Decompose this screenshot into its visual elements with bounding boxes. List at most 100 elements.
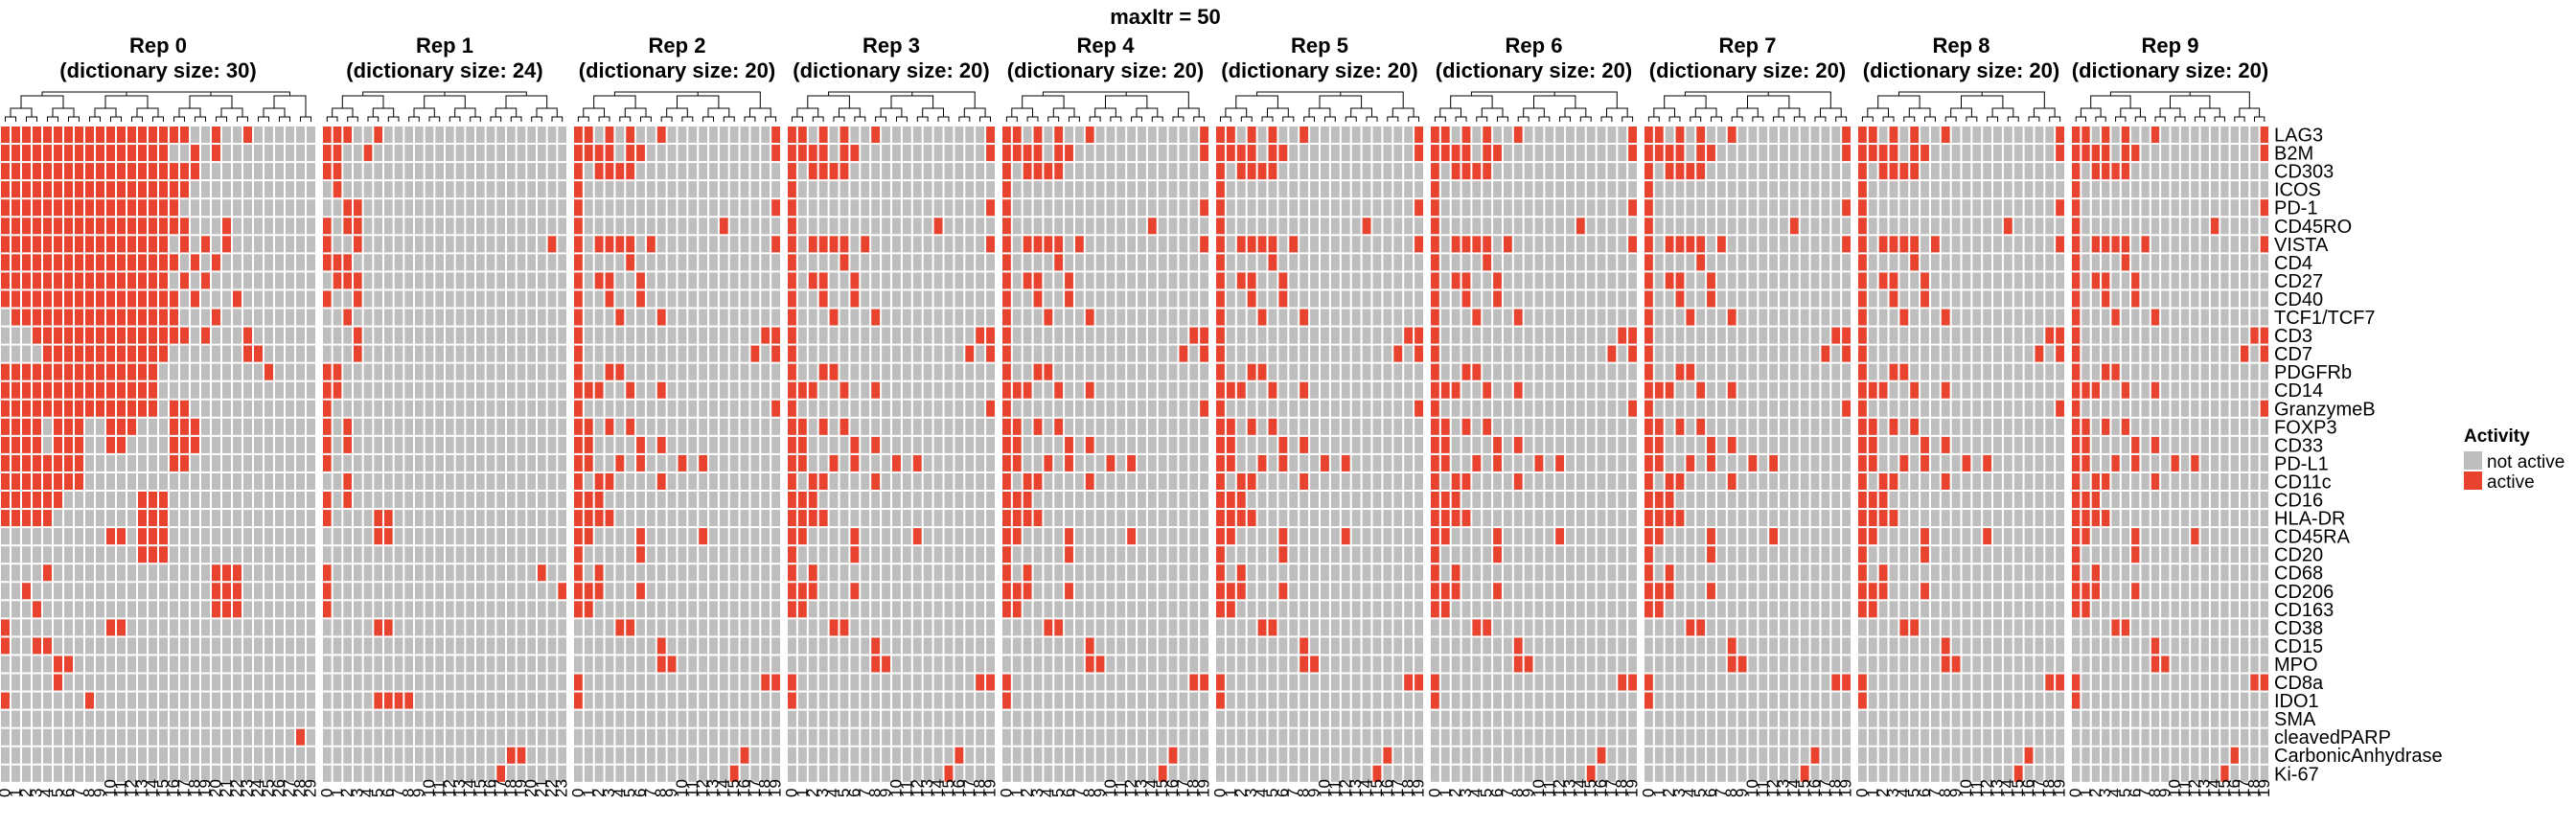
heatmap-cell-inactive	[201, 510, 210, 527]
column-label: 19	[512, 779, 530, 797]
heatmap-cell-inactive	[286, 765, 294, 782]
heatmap-cell-active	[22, 510, 31, 527]
heatmap-cell-inactive	[476, 309, 485, 326]
heatmap-cell-inactive	[547, 692, 557, 709]
heatmap-cell-inactive	[965, 546, 975, 564]
column-label: 5	[621, 789, 639, 797]
heatmap-cell-inactive	[1138, 436, 1146, 453]
heatmap-cell-inactive	[212, 381, 220, 399]
heatmap-cell-active	[64, 381, 73, 399]
heatmap-cell-active	[729, 765, 739, 782]
heatmap-cell-inactive	[558, 181, 566, 198]
heatmap-cell-inactive	[476, 381, 485, 399]
heatmap-cell-inactive	[527, 619, 536, 636]
heatmap-cell-inactive	[944, 254, 954, 271]
heatmap-cell-inactive	[517, 728, 526, 746]
heatmap-cell-active	[106, 290, 115, 308]
heatmap-cell-inactive	[667, 254, 677, 271]
heatmap-cell-inactive	[446, 363, 454, 380]
heatmap-cell-inactive	[709, 254, 718, 271]
heatmap-cell-inactive	[1289, 254, 1299, 271]
heatmap-cell-active	[170, 309, 178, 326]
heatmap-cell-inactive	[486, 126, 495, 144]
heatmap-cell-inactive	[527, 363, 536, 380]
heatmap-cell-inactive	[254, 236, 263, 253]
dendrogram	[5, 91, 311, 122]
heatmap-cell-inactive	[584, 345, 593, 362]
heatmap-cell-inactive	[656, 747, 666, 764]
heatmap-cell-inactive	[117, 728, 126, 746]
heatmap-cell-inactive	[1044, 601, 1053, 618]
heatmap-cell-inactive	[1023, 656, 1032, 673]
heatmap-cell-inactive	[159, 564, 168, 582]
heatmap-cell-inactive	[201, 619, 210, 636]
heatmap-cell-inactive	[1138, 710, 1146, 727]
heatmap-cell-inactive	[699, 145, 708, 162]
heatmap-cell-inactive	[180, 528, 189, 545]
heatmap-cell-inactive	[415, 656, 424, 673]
heatmap-cell-inactive	[808, 400, 817, 417]
heatmap-cell-inactive	[740, 181, 749, 198]
heatmap-cell-inactive	[965, 528, 975, 545]
heatmap-cell-inactive	[1414, 601, 1423, 618]
heatmap-cell-inactive	[275, 254, 284, 271]
heatmap-cell-active	[323, 236, 332, 253]
heatmap-cell-inactive	[667, 272, 677, 289]
heatmap-cell-inactive	[699, 510, 708, 527]
heatmap-cell-inactive	[646, 290, 656, 308]
heatmap-cell-active	[788, 492, 796, 509]
heatmap-cell-active	[574, 345, 583, 362]
heatmap-cell-inactive	[446, 381, 454, 399]
heatmap-cell-inactive	[1127, 381, 1137, 399]
heatmap-cell-inactive	[1226, 181, 1235, 198]
heatmap-cell-inactive	[636, 381, 645, 399]
heatmap-cell-inactive	[750, 126, 760, 144]
heatmap-cell-inactive	[264, 400, 273, 417]
heatmap-cell-inactive	[699, 710, 708, 727]
heatmap-cell-inactive	[1138, 765, 1146, 782]
heatmap-cell-inactive	[912, 436, 922, 453]
heatmap-cell-inactive	[1393, 637, 1403, 655]
heatmap-cell-inactive	[615, 327, 625, 344]
heatmap-cell-inactive	[43, 546, 52, 564]
heatmap-cell-inactive	[12, 656, 20, 673]
heatmap-cell-inactive	[1372, 236, 1382, 253]
heatmap-cell-inactive	[296, 583, 305, 600]
heatmap-cell-active	[12, 492, 20, 509]
heatmap-cell-inactive	[96, 564, 104, 582]
heatmap-cell-inactive	[1393, 163, 1403, 180]
heatmap-cell-inactive	[22, 710, 31, 727]
heatmap-cell-inactive	[446, 254, 454, 271]
heatmap-cell-inactive	[1095, 381, 1105, 399]
heatmap-cell-inactive	[1147, 254, 1157, 271]
heatmap-cell-active	[1054, 236, 1064, 253]
heatmap-cell-inactive	[1362, 145, 1371, 162]
heatmap-cell-inactive	[547, 126, 557, 144]
heatmap-cell-inactive	[1226, 254, 1235, 271]
heatmap-cell-inactive	[626, 583, 635, 600]
heatmap-cell-active	[127, 126, 136, 144]
heatmap-cell-inactive	[1127, 674, 1137, 691]
heatmap-cell-inactive	[323, 747, 332, 764]
heatmap-cell-inactive	[466, 674, 474, 691]
heatmap-cell-inactive	[212, 436, 220, 453]
heatmap-cell-inactive	[808, 218, 817, 235]
heatmap-cell-active	[584, 381, 593, 399]
heatmap-cell-inactive	[12, 345, 20, 362]
heatmap-cell-inactive	[159, 583, 168, 600]
heatmap-cell-inactive	[1268, 272, 1277, 289]
heatmap-cell-inactive	[1085, 528, 1094, 545]
heatmap-cell-inactive	[1278, 656, 1288, 673]
heatmap-cell-inactive	[605, 692, 614, 709]
heatmap-cell-inactive	[1289, 510, 1299, 527]
heatmap-cell-inactive	[496, 436, 505, 453]
heatmap-cell-inactive	[446, 126, 454, 144]
heatmap-cell-inactive	[507, 400, 516, 417]
heatmap-cell-active	[1216, 454, 1225, 472]
heatmap-cell-inactive	[1341, 710, 1350, 727]
heatmap-cell-active	[1033, 510, 1043, 527]
heatmap-cell-inactive	[85, 418, 94, 435]
heatmap-cell-inactive	[394, 492, 403, 509]
heatmap-cell-inactive	[1065, 619, 1073, 636]
